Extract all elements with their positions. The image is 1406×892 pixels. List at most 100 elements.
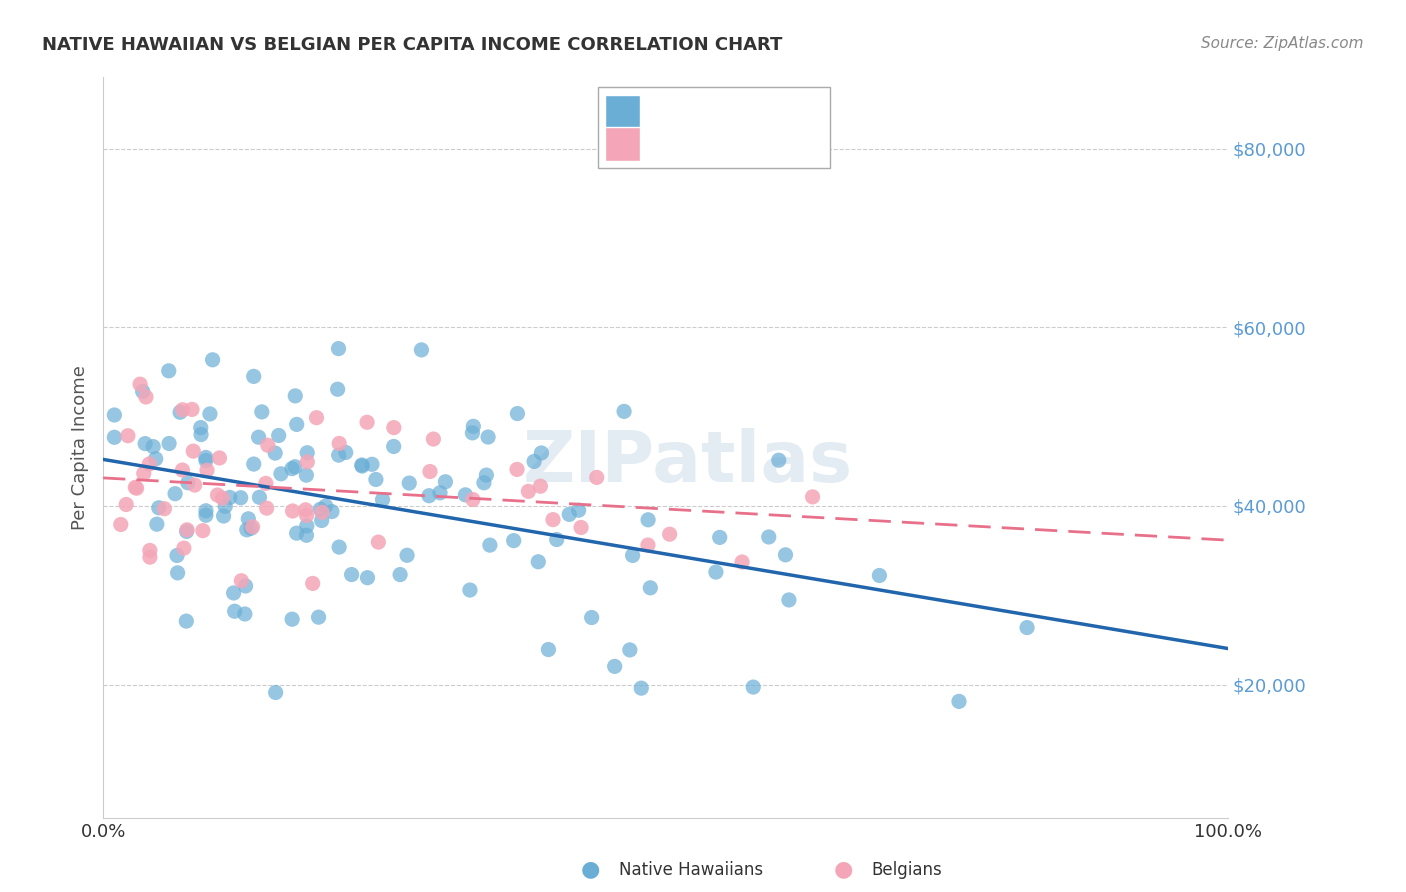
Point	[190, 427, 212, 442]
Point	[768, 453, 790, 467]
Point	[454, 488, 477, 502]
Point	[523, 454, 546, 468]
Point	[173, 541, 195, 556]
Point	[305, 410, 328, 425]
Point	[131, 384, 153, 399]
Point	[704, 565, 727, 579]
Text: N =: N =	[742, 103, 790, 120]
Point	[190, 420, 212, 434]
Point	[139, 543, 162, 558]
Point	[569, 520, 592, 534]
Point	[758, 530, 780, 544]
Point	[295, 446, 318, 460]
Point	[256, 438, 278, 452]
Point	[1015, 621, 1038, 635]
Point	[294, 503, 316, 517]
Point	[117, 429, 139, 443]
Point	[211, 491, 233, 505]
Point	[194, 504, 217, 518]
Point	[218, 491, 240, 505]
Point	[254, 476, 277, 491]
Point	[517, 484, 540, 499]
Point	[142, 440, 165, 454]
Text: 115: 115	[785, 103, 820, 120]
Point	[166, 549, 188, 563]
Point	[775, 548, 797, 562]
Point	[309, 502, 332, 516]
Point	[295, 468, 318, 483]
Point	[256, 501, 278, 516]
Point	[242, 520, 264, 534]
Point	[181, 444, 204, 458]
Point	[434, 475, 457, 489]
Point	[619, 643, 641, 657]
Point	[568, 503, 591, 517]
Text: Belgians: Belgians	[872, 861, 942, 879]
Point	[637, 538, 659, 552]
Point	[418, 489, 440, 503]
Point	[264, 685, 287, 699]
Point	[541, 513, 564, 527]
Point	[139, 550, 162, 565]
Point	[621, 549, 644, 563]
Point	[250, 405, 273, 419]
Point	[125, 481, 148, 495]
Point	[181, 402, 204, 417]
Point	[637, 513, 659, 527]
Point	[174, 614, 197, 628]
Point	[146, 517, 169, 532]
Point	[172, 463, 194, 477]
Point	[801, 490, 824, 504]
Text: NATIVE HAWAIIAN VS BELGIAN PER CAPITA INCOME CORRELATION CHART: NATIVE HAWAIIAN VS BELGIAN PER CAPITA IN…	[42, 36, 783, 54]
Point	[382, 420, 405, 434]
Point	[585, 470, 607, 484]
Point	[311, 514, 333, 528]
Point	[356, 571, 378, 585]
Point	[176, 524, 198, 539]
Point	[537, 642, 560, 657]
Point	[284, 459, 307, 474]
Point	[419, 465, 441, 479]
Point	[429, 485, 451, 500]
Point	[463, 419, 485, 434]
Point	[742, 680, 765, 694]
Point	[235, 579, 257, 593]
Point	[242, 457, 264, 471]
Point	[297, 455, 319, 469]
Point	[222, 586, 245, 600]
Point	[191, 524, 214, 538]
Point	[176, 523, 198, 537]
Point	[157, 436, 180, 450]
Point	[214, 500, 236, 514]
Point	[157, 364, 180, 378]
Y-axis label: Per Capita Income: Per Capita Income	[72, 366, 89, 531]
Point	[527, 555, 550, 569]
Point	[134, 436, 156, 450]
Point	[267, 428, 290, 442]
Point	[285, 417, 308, 432]
Point	[311, 505, 333, 519]
Point	[352, 458, 374, 473]
Point	[264, 446, 287, 460]
Point	[731, 555, 754, 569]
Point	[166, 566, 188, 580]
Point	[201, 352, 224, 367]
Text: ●: ●	[834, 860, 853, 880]
Point	[295, 508, 318, 523]
Point	[270, 467, 292, 481]
Point	[172, 402, 194, 417]
Point	[422, 432, 444, 446]
Point	[658, 527, 681, 541]
Point	[461, 492, 484, 507]
Point	[461, 425, 484, 440]
Point	[335, 445, 357, 459]
Point	[194, 450, 217, 465]
Point	[281, 612, 304, 626]
Point	[364, 473, 387, 487]
Point	[321, 504, 343, 518]
Point	[295, 528, 318, 542]
Point	[356, 415, 378, 429]
Point	[240, 521, 263, 535]
Point	[709, 530, 731, 544]
Point	[207, 488, 229, 502]
